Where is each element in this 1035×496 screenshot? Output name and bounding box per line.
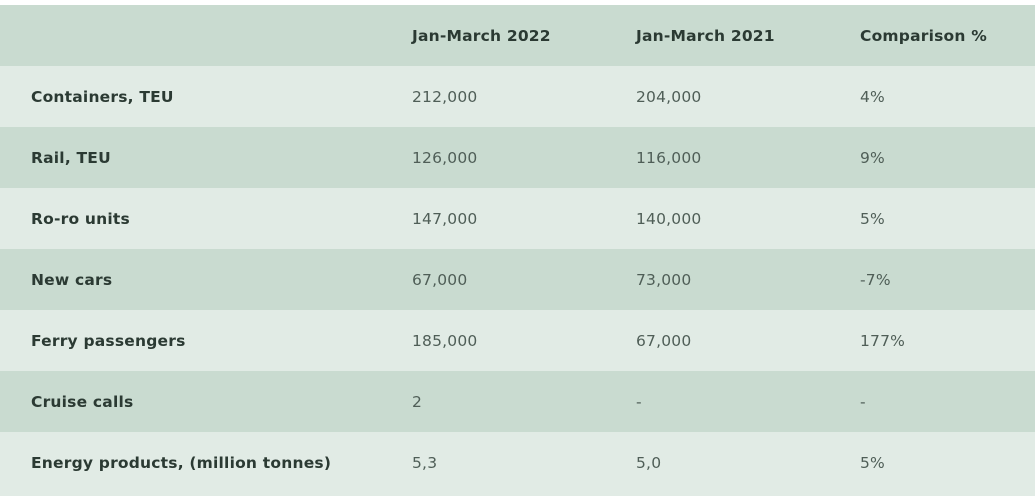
value-2022: 126,000: [412, 148, 478, 167]
row-label: Ferry passengers: [31, 331, 186, 350]
row-label: New cars: [31, 270, 113, 289]
value-comparison: -7%: [860, 270, 891, 289]
value-comparison: 5%: [860, 209, 885, 228]
header-comparison: Comparison %: [860, 26, 987, 45]
value-comparison: 5%: [860, 453, 885, 472]
row-label: Containers, TEU: [31, 87, 174, 106]
value-2021: 5,0: [636, 453, 662, 472]
value-2021: 204,000: [636, 87, 702, 106]
header-category: [0, 5, 382, 66]
value-comparison: 4%: [860, 87, 885, 106]
table-row: Rail, TEU 126,000 116,000 9%: [0, 127, 1035, 188]
value-2021: -: [636, 392, 642, 411]
port-statistics-table: Jan-March 2022 Jan-March 2021 Comparison…: [0, 5, 1035, 493]
header-jan-march-2022: Jan-March 2022: [412, 26, 551, 45]
statistics-table-container: Jan-March 2022 Jan-March 2021 Comparison…: [0, 5, 1035, 493]
table-row: Ro-ro units 147,000 140,000 5%: [0, 188, 1035, 249]
header-jan-march-2021: Jan-March 2021: [636, 26, 775, 45]
value-2021: 73,000: [636, 270, 692, 289]
row-label: Energy products, (million tonnes): [31, 453, 332, 472]
value-2022: 67,000: [412, 270, 468, 289]
value-2021: 116,000: [636, 148, 702, 167]
row-label: Cruise calls: [31, 392, 134, 411]
table-row: Cruise calls 2 - -: [0, 371, 1035, 432]
value-comparison: 177%: [860, 331, 906, 350]
value-2022: 185,000: [412, 331, 478, 350]
row-label: Rail, TEU: [31, 148, 111, 167]
value-2022: 212,000: [412, 87, 478, 106]
table-bottom-divider: [0, 493, 1035, 496]
row-label: Ro-ro units: [31, 209, 130, 228]
table-row: Ferry passengers 185,000 67,000 177%: [0, 310, 1035, 371]
value-2022: 2: [412, 392, 423, 411]
value-comparison: 9%: [860, 148, 885, 167]
value-2021: 140,000: [636, 209, 702, 228]
value-2022: 147,000: [412, 209, 478, 228]
value-comparison: -: [860, 392, 866, 411]
table-row: Energy products, (million tonnes) 5,3 5,…: [0, 432, 1035, 493]
table-header-row: Jan-March 2022 Jan-March 2021 Comparison…: [0, 5, 1035, 66]
table-row: Containers, TEU 212,000 204,000 4%: [0, 66, 1035, 127]
table-row: New cars 67,000 73,000 -7%: [0, 249, 1035, 310]
value-2021: 67,000: [636, 331, 692, 350]
value-2022: 5,3: [412, 453, 438, 472]
